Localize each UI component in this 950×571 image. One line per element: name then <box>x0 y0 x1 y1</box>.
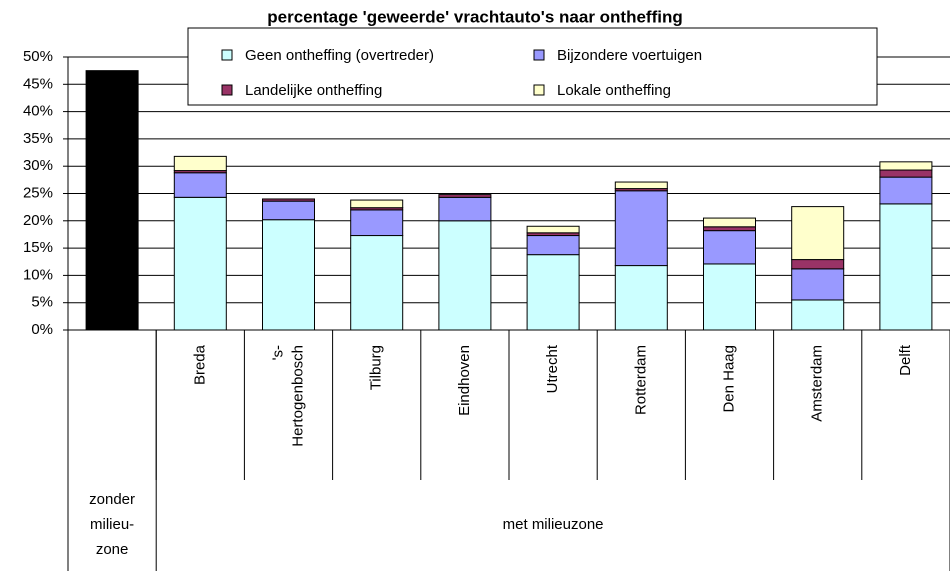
legend-swatch <box>221 84 233 96</box>
bar-segment <box>703 226 756 232</box>
y-tick-label: 10% <box>23 266 53 283</box>
legend-swatch <box>533 84 545 96</box>
bar-segment <box>703 263 756 331</box>
legend-label: Bijzondere voertuigen <box>557 47 702 64</box>
bar-segment <box>614 190 668 267</box>
y-tick-label: 40% <box>23 103 53 120</box>
bar-segment <box>703 230 756 265</box>
legend-label: Landelijke ontheffing <box>245 82 382 99</box>
x-tick-label: 's- Hertogenbosch <box>269 345 306 447</box>
y-tick-label: 45% <box>23 75 53 92</box>
bar-segment <box>438 220 492 331</box>
x-tick-label: Breda <box>191 344 208 385</box>
y-tick-label: 15% <box>23 239 53 256</box>
bar-segment <box>350 209 404 237</box>
group-label: zonder milieu-zone <box>89 491 135 558</box>
bar-segment <box>526 225 580 234</box>
y-tick-label: 50% <box>23 48 53 65</box>
bar-segment <box>614 181 668 190</box>
y-tick-label: 25% <box>23 184 53 201</box>
bar-segment <box>438 194 492 198</box>
x-tick-label: Rotterdam <box>632 345 649 415</box>
bar-segment <box>173 155 227 172</box>
bar-segment <box>879 176 933 205</box>
y-tick-label: 20% <box>23 212 53 229</box>
legend-swatch <box>533 49 545 61</box>
bar-segment <box>879 161 933 171</box>
y-tick-label: 0% <box>31 321 53 338</box>
bar-segment <box>350 199 404 209</box>
bar-segment <box>173 172 227 198</box>
y-tick-label: 30% <box>23 157 53 174</box>
bar-segment <box>703 217 756 228</box>
x-tick-label: Utrecht <box>544 344 561 393</box>
legend-label: Geen ontheffing (overtreder) <box>245 47 434 64</box>
x-tick-label: Amsterdam <box>809 345 826 422</box>
bar-segment <box>791 299 845 331</box>
bar-segment <box>791 206 845 261</box>
bar-segment <box>173 196 227 331</box>
y-tick-label: 5% <box>31 294 53 311</box>
bar-segment <box>879 203 933 331</box>
chart-title: percentage 'geweerde' vrachtauto's naar … <box>267 7 683 26</box>
bar-segment <box>791 268 845 301</box>
legend-label: Lokale ontheffing <box>557 82 671 99</box>
bar-segment <box>791 259 845 270</box>
bar-segment <box>262 198 315 202</box>
bar-segment <box>879 169 933 178</box>
bar-segment <box>526 235 580 256</box>
legend-swatch <box>221 49 233 61</box>
x-tick-label: Delft <box>897 344 914 376</box>
x-tick-label: Den Haag <box>720 345 737 413</box>
legend: Geen ontheffing (overtreder) Bijzondere v… <box>187 27 878 106</box>
bar-segment <box>262 200 315 221</box>
bar-segment <box>85 70 139 331</box>
bar-segment <box>614 265 668 331</box>
legend-box <box>187 27 878 106</box>
x-tick-label: Tilburg <box>368 345 385 390</box>
group-label: met milieuzone <box>503 516 604 533</box>
y-tick-label: 35% <box>23 130 53 147</box>
bar-segment <box>438 196 492 222</box>
bar-segment <box>262 219 315 331</box>
bar-segment <box>350 235 404 331</box>
x-tick-label: Eindhoven <box>456 345 473 416</box>
bar-segment <box>526 254 580 331</box>
